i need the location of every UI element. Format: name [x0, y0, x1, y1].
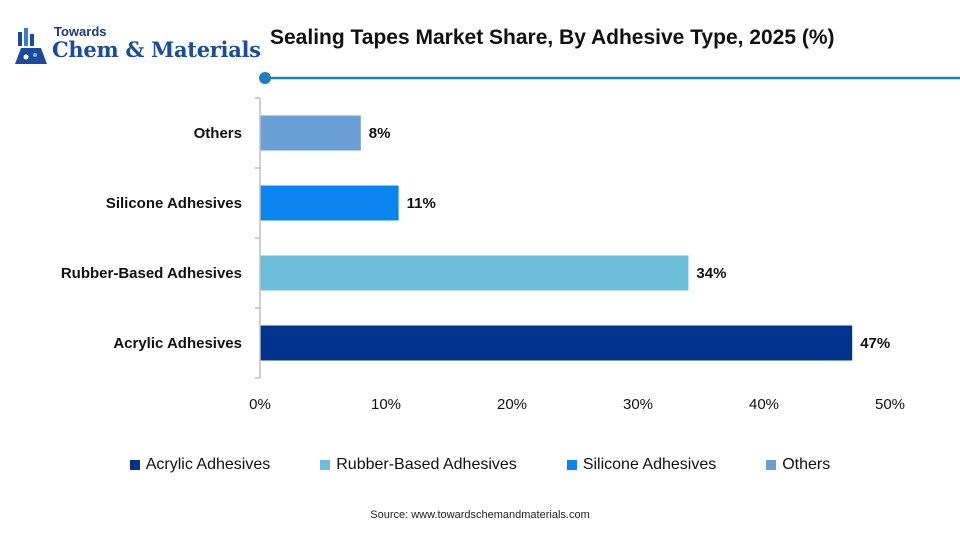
axis-group: Acrylic Adhesives Rubber-Based Adhesives S… — [61, 97, 905, 413]
legend-item: Rubber-Based Adhesives — [320, 456, 517, 474]
x-tick-label: 20% — [497, 396, 527, 413]
bar — [260, 255, 689, 291]
legend-item: Silicone Adhesives — [566, 456, 717, 474]
data-label: 8% — [369, 125, 391, 142]
bar — [260, 325, 853, 361]
legend-item: Others — [766, 456, 830, 474]
x-tick-label: 10% — [371, 396, 401, 413]
legend-item: Acrylic Adhesives — [129, 456, 271, 474]
bars-group: 47% 34% 11% 8% — [260, 115, 890, 361]
chart-legend: Acrylic Adhesives Rubber-Based Adhesives S… — [0, 456, 960, 474]
x-tick-label: 50% — [875, 396, 905, 413]
legend-swatch — [766, 460, 777, 470]
legend-swatch — [129, 460, 140, 470]
data-label: 11% — [407, 195, 436, 212]
category-label: Rubber-Based Adhesives — [61, 265, 242, 282]
x-tick-label: 30% — [623, 396, 653, 413]
brand-logo: Towards Chem & Materials — [14, 20, 261, 70]
logo-tagline: Towards — [54, 24, 107, 39]
data-label: 34% — [696, 265, 726, 282]
bar-chart: 47% 34% 11% 8% Acrylic Adhesives Rubber-Base… — [61, 97, 905, 413]
source-note: Source: www.towardschemandmaterials.com — [370, 509, 590, 521]
legend-label: Acrylic Adhesives — [145, 456, 271, 473]
bar — [260, 115, 361, 151]
x-tick-label: 0% — [249, 396, 271, 413]
title-underline — [259, 72, 960, 84]
legend-label: Others — [782, 456, 831, 473]
chart-title: Sealing Tapes Market Share, By Adhesive … — [270, 26, 835, 49]
category-label: Acrylic Adhesives — [113, 335, 242, 352]
legend-label: Rubber-Based Adhesives — [336, 456, 517, 473]
legend-swatch — [566, 460, 577, 470]
x-tick-label: 40% — [749, 396, 779, 413]
flask-icon — [15, 28, 47, 64]
category-label: Others — [194, 125, 242, 142]
legend-label: Silicone Adhesives — [582, 456, 717, 473]
data-label: 47% — [860, 335, 890, 352]
bar — [260, 185, 399, 221]
category-label: Silicone Adhesives — [106, 195, 242, 212]
legend-swatch — [320, 460, 331, 470]
logo-wordmark: Chem & Materials — [52, 37, 261, 62]
